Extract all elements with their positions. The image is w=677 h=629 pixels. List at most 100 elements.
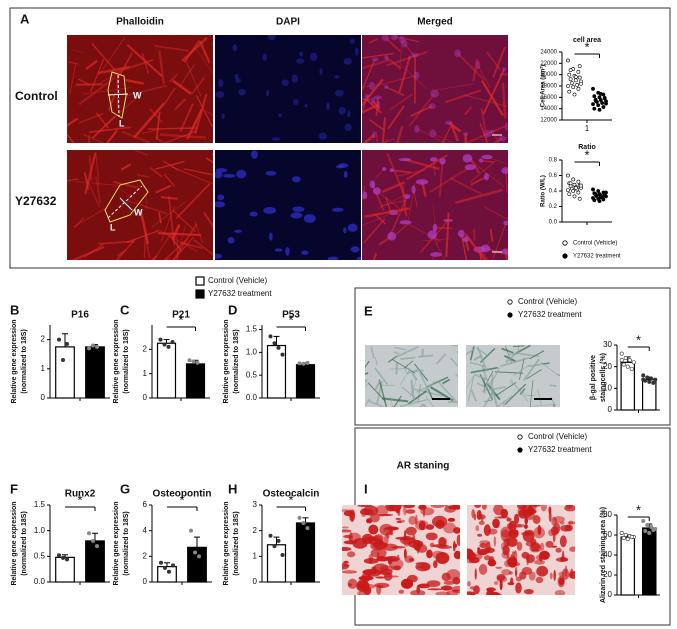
fiber: [90, 58, 105, 92]
stain: [510, 553, 515, 560]
stain: [388, 505, 402, 512]
fiber: [385, 196, 392, 213]
stain: [501, 569, 512, 576]
cell: [496, 395, 513, 407]
stain: [398, 589, 405, 594]
fiber: [492, 46, 506, 78]
nucleus: [498, 135, 507, 142]
fiber: [139, 209, 150, 245]
legend-marker: [507, 312, 513, 318]
legend-label: Control (Vehicle): [528, 432, 587, 441]
column-title: Merged: [417, 17, 453, 28]
y-axis-label: (normalized to 18S): [233, 511, 240, 576]
chart-title: Osteopontin: [153, 489, 212, 500]
stain: [474, 505, 482, 508]
cell: [553, 404, 555, 407]
micrograph: [365, 345, 458, 407]
micrograph: [342, 505, 460, 595]
stain: [536, 565, 549, 577]
nucleus: [251, 150, 258, 159]
stain: [342, 529, 352, 533]
y-axis-label: (normalized to 18S): [123, 329, 130, 394]
chart-title: P21: [172, 310, 190, 321]
fiber: [169, 73, 179, 83]
stain: [552, 532, 556, 543]
data-point: [573, 78, 578, 83]
stain: [349, 509, 356, 522]
stain: [528, 571, 536, 581]
cell: [409, 378, 418, 397]
fiber: [98, 37, 126, 76]
cell: [392, 406, 395, 407]
cell: [506, 405, 509, 407]
significance: *: [636, 332, 641, 347]
stain: [374, 545, 381, 549]
significance: *: [77, 492, 82, 507]
fiber: [456, 52, 485, 80]
data-point: [592, 94, 597, 99]
data-point: [301, 361, 306, 366]
fiber: [489, 228, 494, 242]
bar: [266, 344, 287, 399]
fiber: [147, 127, 196, 130]
data-point: [573, 185, 578, 190]
nucleus: [221, 113, 225, 120]
data-point: [619, 530, 624, 535]
stain: [549, 572, 553, 580]
image-bg: [215, 150, 361, 260]
fiber: [125, 84, 168, 97]
stain: [365, 536, 378, 541]
stain: [551, 545, 558, 548]
fiber: [91, 42, 116, 72]
legend-marker: [195, 276, 205, 286]
cell: [374, 357, 378, 366]
nucleus: [368, 81, 376, 91]
fiber: [73, 207, 108, 227]
stain: [516, 541, 523, 551]
cell: [483, 386, 506, 392]
fiber: [404, 43, 416, 58]
bar: [295, 522, 316, 583]
stain: [426, 549, 433, 559]
data-point: [602, 96, 607, 100]
stain: [403, 536, 411, 547]
nucleus: [371, 57, 379, 62]
stain: [384, 526, 399, 531]
stain: [375, 576, 386, 579]
fiber: [432, 133, 455, 143]
stain: [399, 505, 404, 507]
stain: [398, 519, 406, 523]
y-axis-label: Relative gene expression: [113, 501, 120, 585]
data-point: [643, 528, 648, 533]
cell: [368, 400, 386, 407]
stain: [506, 554, 510, 566]
data-point: [571, 85, 576, 90]
fiber: [184, 168, 213, 176]
fiber: [88, 155, 93, 181]
nucleus: [381, 167, 387, 171]
data-point: [576, 179, 581, 184]
stain: [348, 583, 352, 587]
fiber: [382, 138, 395, 143]
y-tick-label: 0.4: [549, 189, 558, 195]
y-tick-label: 1.5: [34, 500, 46, 509]
nucleus: [232, 44, 238, 52]
data-point: [568, 68, 573, 73]
cell: [415, 382, 437, 394]
nucleus: [478, 158, 484, 163]
data-point: [572, 194, 577, 199]
stain: [447, 517, 456, 522]
stain: [506, 517, 512, 522]
stain: [384, 575, 399, 578]
fiber: [167, 196, 176, 246]
significance: *: [288, 312, 293, 327]
nucleus: [415, 179, 429, 185]
stain: [493, 581, 499, 585]
stain: [501, 542, 505, 551]
nucleus: [403, 194, 411, 200]
fiber: [385, 56, 402, 70]
fiber: [108, 92, 117, 111]
y-tick-label: 0: [253, 577, 258, 586]
data-point: [91, 343, 96, 348]
data-point: [276, 538, 281, 543]
